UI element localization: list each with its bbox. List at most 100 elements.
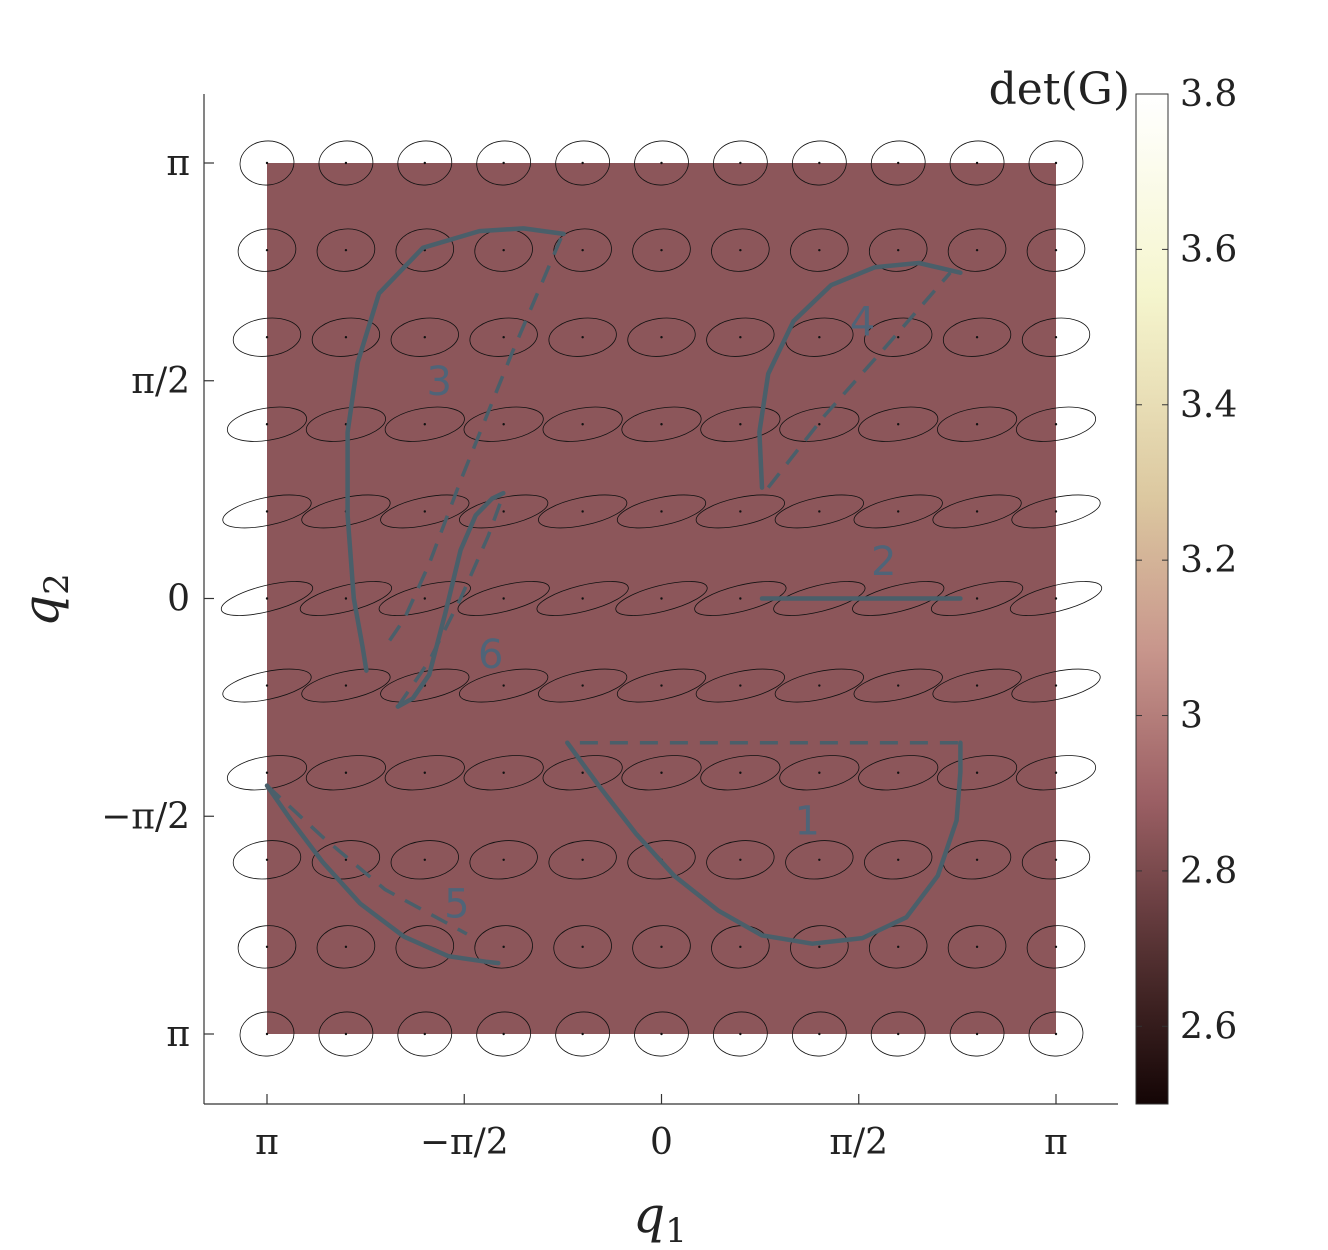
metric-ellipse [774, 494, 864, 529]
grid-point [660, 335, 663, 339]
grid-point [1054, 858, 1058, 862]
metric-ellipse [632, 925, 691, 969]
metric-ellipse [1011, 668, 1101, 703]
grid-point [739, 1032, 742, 1036]
grid-point [502, 335, 505, 339]
metric-ellipse [459, 494, 549, 529]
grid-point [502, 248, 505, 252]
trajectory-label: 4 [850, 299, 875, 345]
trajectory-6-solid [395, 490, 506, 709]
trajectory-label: 5 [444, 881, 469, 927]
grid-point [423, 335, 426, 339]
grid-point [265, 597, 269, 600]
metric-ellipse [790, 925, 849, 969]
metric-ellipse [239, 1011, 295, 1057]
metric-ellipse [870, 1011, 926, 1057]
metric-ellipse [937, 406, 1018, 442]
metric-ellipse [220, 581, 314, 616]
grid-point [1054, 771, 1058, 774]
metric-ellipse [390, 840, 459, 880]
grid-point [660, 510, 663, 513]
grid-point [423, 771, 426, 774]
metric-ellipse [395, 925, 455, 969]
metric-ellipse [536, 581, 629, 616]
grid-point [818, 510, 821, 513]
metric-ellipses [220, 140, 1103, 1057]
grid-point [423, 423, 426, 426]
grid-point [739, 597, 742, 600]
colorbar-tick-label: 2.6 [1180, 1006, 1237, 1047]
grid-point [1054, 684, 1058, 687]
grid-point [975, 945, 979, 949]
grid-point [660, 248, 663, 252]
metric-ellipse [395, 228, 455, 272]
trajectory-label: 1 [794, 798, 819, 844]
x-axis-label-main: q [633, 1186, 665, 1244]
grid-point [897, 161, 900, 165]
metric-ellipse [930, 581, 1024, 616]
grid-point [660, 771, 663, 774]
metric-ellipse [942, 317, 1012, 357]
metric-ellipse [706, 317, 775, 357]
grid-point [423, 510, 426, 513]
grid-point [660, 423, 663, 426]
x-axis-label-sub: 1 [665, 1211, 687, 1250]
metric-ellipse [463, 406, 544, 442]
metric-ellipse [397, 1011, 453, 1057]
grid-point [739, 771, 742, 774]
metric-ellipse [864, 840, 933, 880]
trajectory-4-dashed [766, 271, 952, 489]
grid-point [818, 248, 821, 252]
y-axis-label-sub: 2 [37, 573, 77, 595]
metric-ellipse [634, 1011, 689, 1057]
grid-point [581, 423, 584, 426]
grid-point [818, 1032, 821, 1036]
grid-point [1054, 248, 1058, 252]
metric-ellipse [779, 755, 860, 791]
grid-point [897, 945, 900, 949]
grid-point [502, 423, 505, 426]
y-tick-label: π/2 [131, 361, 190, 402]
grid-point [344, 945, 348, 949]
grid-point [581, 248, 584, 252]
trajectory-4-solid [757, 260, 963, 490]
metric-ellipse [474, 925, 533, 969]
grid-point [502, 161, 505, 165]
grid-point [660, 684, 663, 687]
metric-ellipse [694, 581, 787, 616]
grid-point [660, 597, 663, 600]
colorbar-tick-label: 3.4 [1180, 385, 1237, 426]
trajectory-3-solid [345, 226, 566, 673]
metric-ellipse [311, 840, 381, 880]
grid-point [660, 1032, 663, 1036]
metric-ellipse [852, 581, 945, 616]
grid-point [502, 858, 505, 862]
grid-point [739, 684, 742, 687]
grid-point [581, 684, 584, 687]
grid-point [265, 858, 269, 862]
metric-ellipse [791, 1011, 847, 1057]
metric-ellipse [476, 140, 532, 186]
grid-point [265, 945, 269, 949]
metric-ellipse [232, 840, 302, 880]
grid-point [897, 858, 900, 862]
grid-point [581, 597, 584, 600]
metric-ellipse [226, 406, 308, 442]
metric-ellipse [222, 494, 312, 529]
grid-point [502, 771, 505, 774]
metric-ellipse [870, 140, 926, 186]
metric-ellipse [476, 1011, 532, 1057]
metric-ellipse [621, 406, 702, 442]
grid-point [423, 161, 426, 165]
x-tick-label: −π/2 [420, 1122, 509, 1163]
metric-ellipse [1021, 317, 1091, 357]
y-axis-label-main: q [12, 595, 70, 627]
metric-ellipse [947, 925, 1007, 969]
metric-ellipse [237, 228, 297, 272]
metric-ellipse [864, 317, 933, 357]
grid-point [502, 684, 505, 687]
grid-point [818, 423, 821, 426]
grid-point [581, 510, 584, 513]
metric-ellipse [232, 317, 302, 357]
y-axis-label: q2 [12, 573, 77, 627]
